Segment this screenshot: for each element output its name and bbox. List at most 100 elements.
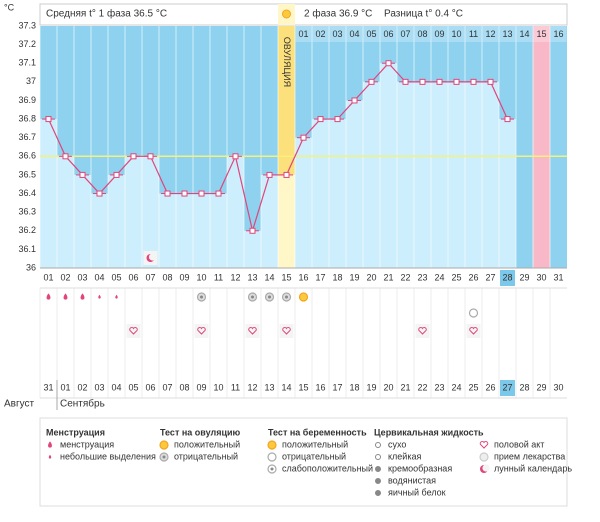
day-marker xyxy=(298,292,309,302)
month-label: Сентябрь xyxy=(60,398,105,410)
day-label: 10 xyxy=(196,272,206,282)
legend-icon xyxy=(375,478,381,484)
bar xyxy=(278,174,295,268)
day-marker xyxy=(248,327,257,335)
bar xyxy=(261,174,278,268)
phase2-day: 10 xyxy=(451,29,461,39)
day-label: 01 xyxy=(43,272,53,282)
day-label: 13 xyxy=(247,272,257,282)
legend-icon xyxy=(479,441,489,449)
point xyxy=(181,190,188,197)
phase2-cell xyxy=(516,26,533,42)
day-marker xyxy=(268,295,271,299)
day-label: 05 xyxy=(111,272,121,282)
day-label: 06 xyxy=(128,272,138,282)
legend-icon xyxy=(270,467,274,471)
phase2-cell xyxy=(448,26,465,42)
phase2-cell xyxy=(465,26,482,42)
y-tick-label: 36.1 xyxy=(18,244,36,254)
y-tick-label: 36.3 xyxy=(18,207,36,217)
bar xyxy=(91,193,108,268)
icon-box xyxy=(126,324,141,338)
legend-icon xyxy=(48,454,52,459)
legend-label: отрицательный xyxy=(282,451,346,461)
phase2-day: 04 xyxy=(349,29,359,39)
today-cell xyxy=(500,270,515,286)
phase2-cell xyxy=(533,26,550,42)
y-tick-label: 37 xyxy=(26,76,36,86)
point xyxy=(368,78,375,85)
day-marker xyxy=(46,293,51,300)
icon-box xyxy=(415,324,430,338)
date-label: 22 xyxy=(417,382,427,392)
day-label: 21 xyxy=(383,272,393,282)
bar xyxy=(499,119,516,268)
bar xyxy=(227,156,244,268)
legend-icon xyxy=(482,464,490,472)
phase2-day: 02 xyxy=(315,29,325,39)
point xyxy=(351,97,358,104)
day-marker xyxy=(282,327,291,335)
point xyxy=(334,116,341,123)
day-marker xyxy=(251,295,254,299)
legend-label: положительный xyxy=(174,439,240,449)
date-label: 31 xyxy=(43,382,53,392)
y-tick-label: 37.1 xyxy=(18,58,36,68)
legend-label: менструация xyxy=(60,439,114,449)
bar xyxy=(142,156,159,268)
date-label: 18 xyxy=(349,382,359,392)
date-label: 13 xyxy=(264,382,274,392)
phase2-cell xyxy=(329,26,346,42)
point xyxy=(113,171,120,178)
point xyxy=(385,60,392,67)
day-marker xyxy=(148,253,157,261)
y-tick-label: 37.3 xyxy=(18,20,36,30)
point xyxy=(45,116,52,123)
phase2-cell xyxy=(363,26,380,42)
phase2-day: 16 xyxy=(553,29,563,39)
date-label: 21 xyxy=(400,382,410,392)
unit-label: °C xyxy=(4,2,15,12)
bar xyxy=(40,119,57,268)
bar xyxy=(74,174,91,268)
y-tick-label: 36.7 xyxy=(18,132,36,142)
day-label: 23 xyxy=(417,272,427,282)
legend-icon xyxy=(375,454,381,460)
point xyxy=(317,116,324,123)
phase2-cell xyxy=(380,26,397,42)
phase2-average: 2 фаза 36.9 °C xyxy=(304,8,372,20)
legend-icon xyxy=(267,440,277,450)
legend-label: лунный календарь xyxy=(494,463,572,473)
date-label: 27 xyxy=(502,382,512,392)
legend-icon xyxy=(267,452,277,462)
phase2-day: 07 xyxy=(400,29,410,39)
bar xyxy=(108,174,125,268)
phase2-cell xyxy=(295,26,312,42)
legend-label: прием лекарства xyxy=(494,451,565,461)
day-label: 22 xyxy=(400,272,410,282)
bar xyxy=(448,81,465,268)
phase2-cell xyxy=(397,26,414,42)
bar xyxy=(244,230,261,268)
day-label: 04 xyxy=(94,272,104,282)
day-label: 30 xyxy=(536,272,546,282)
phase2-cell xyxy=(312,26,329,42)
day-label: 08 xyxy=(162,272,172,282)
bar xyxy=(210,193,227,268)
phase2-day: 12 xyxy=(485,29,495,39)
day-label: 28 xyxy=(502,272,512,282)
point xyxy=(283,171,290,178)
point xyxy=(130,153,137,160)
bar xyxy=(414,81,431,268)
point xyxy=(436,78,443,85)
date-label: 08 xyxy=(179,382,189,392)
bar xyxy=(57,156,74,268)
date-label: 20 xyxy=(383,382,393,392)
column-bg xyxy=(244,26,261,268)
point xyxy=(147,153,154,160)
icon-box xyxy=(245,324,260,338)
point xyxy=(232,153,239,160)
date-label: 26 xyxy=(485,382,495,392)
date-label: 02 xyxy=(77,382,87,392)
